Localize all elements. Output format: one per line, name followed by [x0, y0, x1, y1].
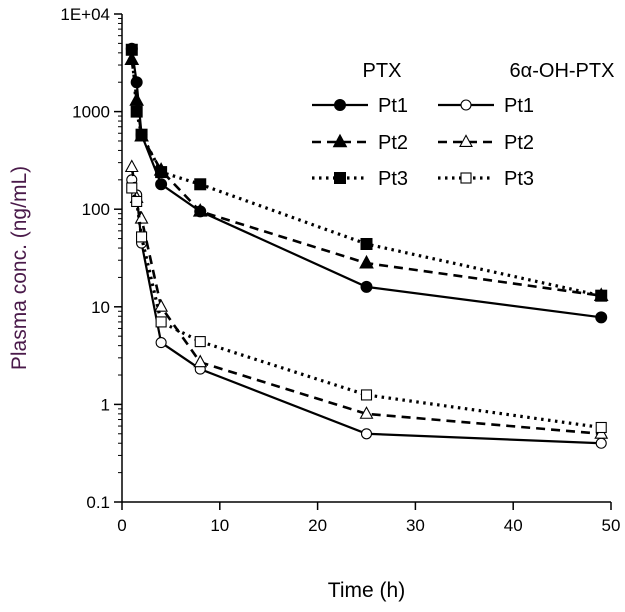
- y-tick-label: 1E+04: [60, 5, 110, 24]
- data-point: [595, 421, 607, 434]
- legend-marker: [460, 99, 472, 111]
- legend-marker: [460, 172, 472, 184]
- legend-label: Pt3: [504, 168, 534, 190]
- legend-label: Pt2: [504, 132, 534, 154]
- data-point: [595, 311, 608, 324]
- legend-label: Pt2: [378, 132, 408, 154]
- series-ptx-pt2: [124, 51, 609, 301]
- data-point: [595, 289, 608, 302]
- data-point: [130, 105, 143, 118]
- y-tick-label: 100: [82, 200, 110, 219]
- series-oh-ptx-pt3: [126, 182, 607, 434]
- x-tick-label: 50: [602, 516, 621, 535]
- data-point: [124, 159, 139, 173]
- legend-item: Pt2: [312, 132, 408, 154]
- legend-marker: [334, 99, 346, 111]
- data-point: [359, 406, 374, 419]
- y-tick-label: 1000: [72, 103, 110, 122]
- series-layer: [124, 42, 609, 449]
- x-tick-label: 0: [117, 516, 126, 535]
- data-point: [155, 178, 168, 191]
- data-point: [194, 336, 206, 348]
- data-point: [360, 237, 373, 250]
- data-point: [134, 210, 149, 224]
- series-ptx-pt3: [125, 43, 608, 302]
- data-point: [135, 128, 148, 141]
- legend-marker: [459, 134, 473, 147]
- legend-item: Pt1: [312, 95, 408, 117]
- x-axis-title: Time (h): [328, 579, 405, 602]
- data-point: [194, 178, 207, 191]
- legend-marker: [334, 172, 346, 184]
- legend-title: PTX: [363, 60, 402, 82]
- data-point: [360, 389, 373, 401]
- data-point: [360, 280, 373, 293]
- data-point: [155, 316, 167, 328]
- x-tick-label: 20: [308, 516, 327, 535]
- y-tick-label: 0.1: [86, 493, 110, 512]
- data-point: [192, 203, 208, 217]
- data-point: [155, 166, 168, 179]
- data-point: [193, 354, 208, 368]
- legend: PTX Pt1 Pt2 Pt3 6α-OH-PTX Pt1 Pt2 Pt3: [312, 60, 614, 190]
- legend-item: Pt1: [438, 95, 534, 117]
- data-point: [136, 231, 148, 243]
- x-tick-label: 30: [406, 516, 425, 535]
- data-point: [126, 182, 138, 194]
- legend-item: Pt2: [438, 132, 534, 154]
- data-point: [125, 43, 138, 56]
- data-point: [360, 428, 373, 440]
- x-tick-label: 10: [210, 516, 229, 535]
- data-point: [595, 437, 607, 449]
- legend-marker: [332, 133, 348, 148]
- axes: 0 10 20 30 40 50 0.1 1 10 100 1000 1E+04: [60, 5, 620, 535]
- data-point: [359, 254, 374, 269]
- legend-label: Pt1: [504, 95, 534, 117]
- legend-item: Pt3: [312, 168, 408, 190]
- legend-title: 6α-OH-PTX: [510, 60, 615, 82]
- x-tick-label: 40: [504, 516, 523, 535]
- legend-label: Pt3: [378, 168, 408, 190]
- data-point: [155, 337, 167, 349]
- legend-item: Pt3: [438, 168, 534, 190]
- legend-label: Pt1: [378, 95, 408, 117]
- data-point: [131, 195, 143, 208]
- y-axis-title: Plasma conc. (ng/mL): [8, 166, 31, 370]
- y-tick-label: 1: [101, 395, 110, 414]
- y-tick-label: 10: [91, 298, 110, 317]
- series-line: [130, 179, 602, 445]
